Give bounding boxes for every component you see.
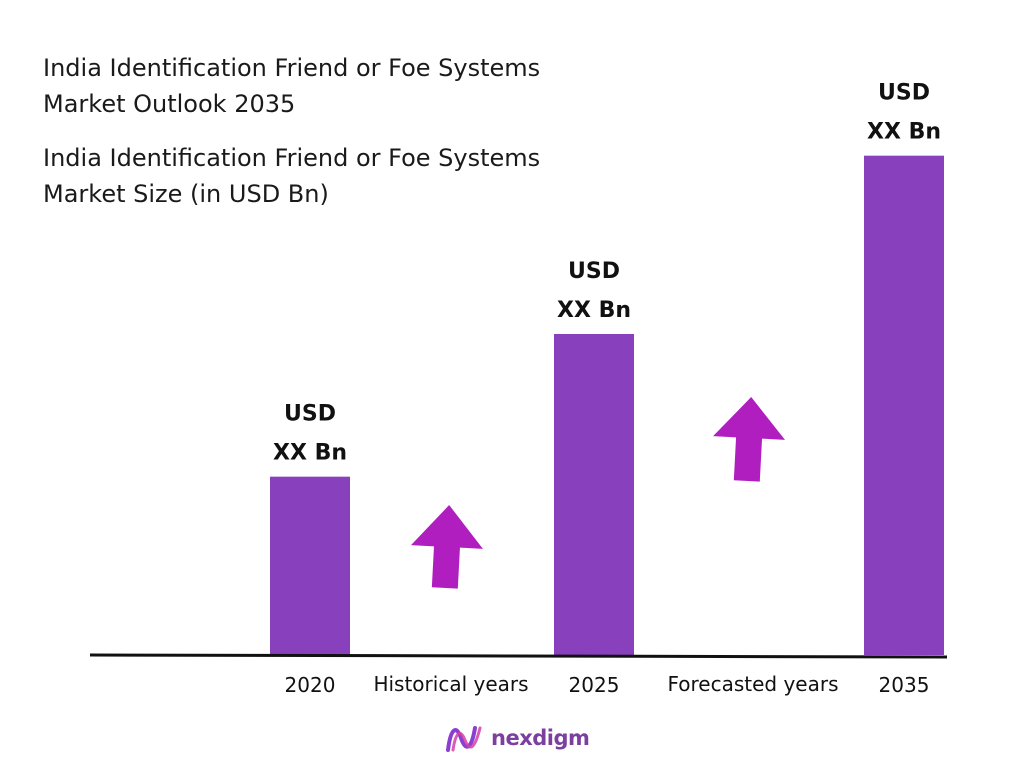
chart-title-line-2: Market Outlook 2035	[43, 90, 296, 118]
tick-label-2025: 2025	[569, 673, 620, 697]
brand-logo: nexdigm	[445, 722, 590, 754]
period-label-2: Forecasted years	[667, 672, 838, 696]
bar-2035	[864, 155, 944, 655]
growth-arrow-icon-1	[411, 505, 483, 589]
title-block: India Identification Friend or Foe Syste…	[43, 50, 540, 212]
bar-2020	[270, 476, 350, 655]
value-label-2025-line-2: XX Bn	[557, 298, 631, 323]
labels-layer: USD XX Bn 2020 USD XX Bn 2025 USD XX Bn 2035 Hist…	[273, 81, 941, 697]
brand-name: nexdigm	[491, 726, 590, 750]
value-label-2020-line-1: USD	[284, 402, 336, 427]
bar-2025	[554, 334, 634, 655]
tick-label-2035: 2035	[879, 673, 930, 697]
arrows-layer	[411, 397, 786, 589]
chart-subtitle-line-1: India Identification Friend or Foe Syste…	[43, 144, 541, 172]
value-label-2035-line-2: XX Bn	[867, 120, 941, 145]
period-label-1: Historical years	[373, 672, 528, 696]
bars-layer	[270, 155, 944, 655]
value-label-2035-line-1: USD	[878, 81, 930, 106]
x-axis-line	[89, 653, 948, 659]
value-label-2020-line-2: XX Bn	[273, 441, 347, 466]
nexdigm-wave-icon	[446, 726, 482, 752]
growth-arrow-icon-2	[713, 397, 786, 482]
chart-title-line-1: India Identification Friend or Foe Syste…	[43, 54, 541, 82]
tick-label-2020: 2020	[285, 673, 336, 697]
value-label-2025-line-1: USD	[568, 259, 620, 284]
chart-subtitle-line-2: Market Size (in USD Bn)	[43, 180, 329, 208]
